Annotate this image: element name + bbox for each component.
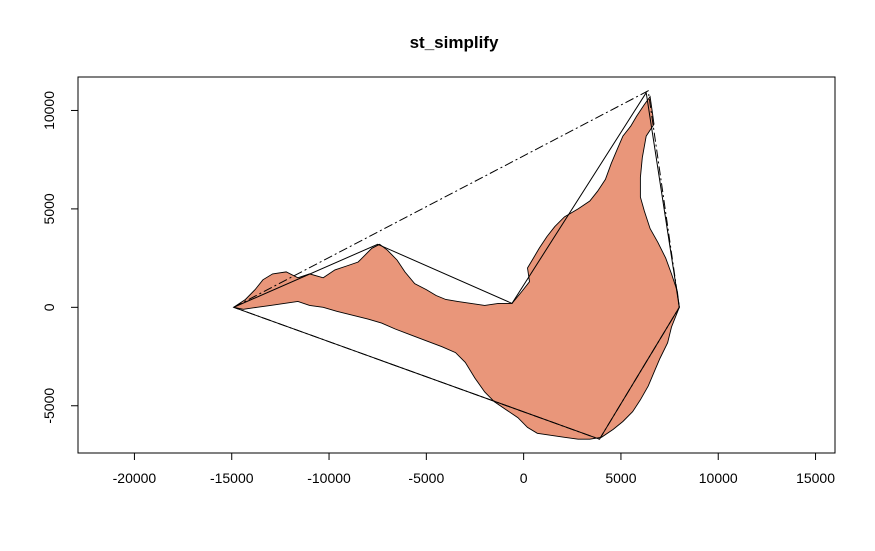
x-tick-label: -20000 <box>113 470 157 486</box>
x-tick-label: 0 <box>520 470 528 486</box>
chart-title: st_simplify <box>410 33 499 52</box>
x-tick-label: 15000 <box>796 470 835 486</box>
polygon-layer <box>232 95 680 440</box>
y-tick-label: 5000 <box>41 193 57 224</box>
x-tick-label: 10000 <box>699 470 738 486</box>
y-tick-label: -5000 <box>41 388 57 424</box>
simplified-hull <box>233 90 680 440</box>
y-tick-label: 10000 <box>41 91 57 130</box>
x-tick-label: -10000 <box>307 470 351 486</box>
y-axis: -5000 0 5000 10000 <box>41 91 79 424</box>
x-tick-label: -5000 <box>408 470 444 486</box>
x-tick-label: -15000 <box>210 470 254 486</box>
outline-layer <box>233 90 680 440</box>
y-tick-label: 0 <box>41 303 57 311</box>
original-polygon <box>232 95 680 440</box>
plot-frame <box>77 76 836 454</box>
x-tick-label: 5000 <box>605 470 636 486</box>
x-axis: -20000 -15000 -10000 -5000 0 5000 10000 15000 <box>113 452 835 486</box>
